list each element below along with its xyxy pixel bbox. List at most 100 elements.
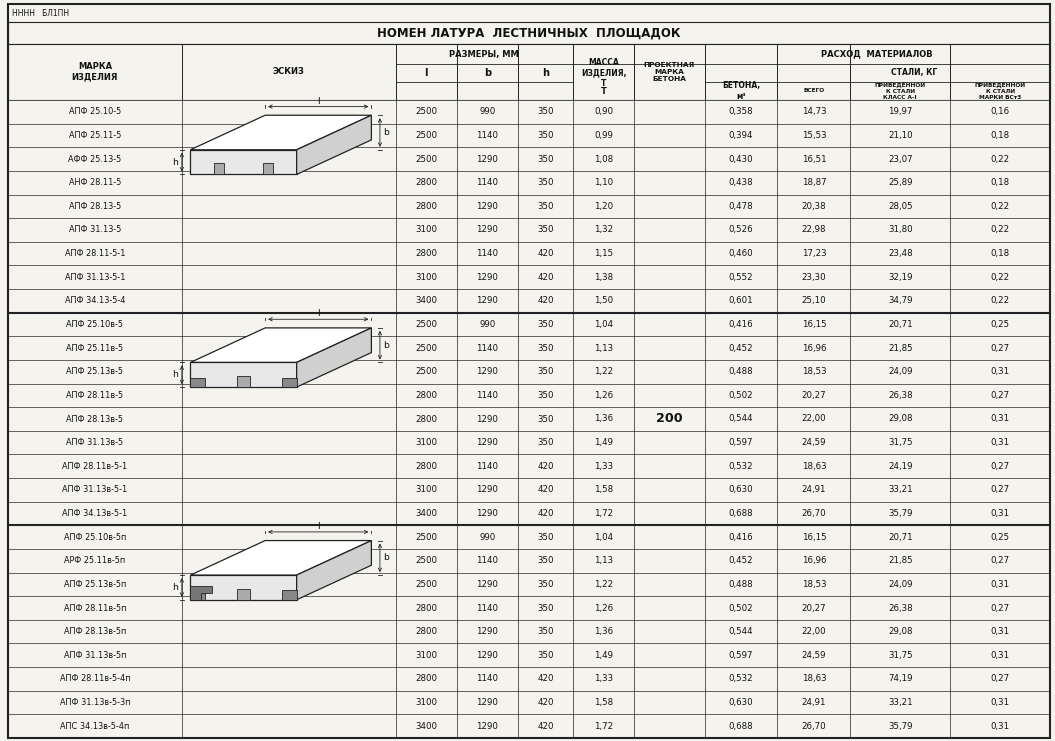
Text: 33,21: 33,21 — [888, 698, 913, 707]
Polygon shape — [263, 163, 273, 174]
Text: 0,18: 0,18 — [991, 131, 1010, 140]
Text: 0,358: 0,358 — [729, 107, 753, 116]
Text: 24,09: 24,09 — [888, 368, 913, 376]
Text: 1,04: 1,04 — [594, 320, 613, 329]
Text: 0,502: 0,502 — [729, 603, 753, 613]
Text: 1,58: 1,58 — [594, 485, 613, 494]
Text: 420: 420 — [537, 509, 554, 518]
Text: 1140: 1140 — [476, 556, 498, 565]
Bar — [8, 620, 1050, 643]
Text: 420: 420 — [537, 698, 554, 707]
Text: 350: 350 — [537, 131, 554, 140]
Text: 350: 350 — [537, 178, 554, 187]
Text: 0,27: 0,27 — [991, 556, 1010, 565]
Text: 23,48: 23,48 — [888, 249, 913, 258]
Text: 2500: 2500 — [416, 320, 437, 329]
Text: РАЗМЕРЫ, ММ: РАЗМЕРЫ, ММ — [449, 50, 519, 59]
Text: 0,688: 0,688 — [729, 509, 753, 518]
Text: 350: 350 — [537, 438, 554, 447]
Text: 16,15: 16,15 — [802, 320, 826, 329]
Bar — [8, 100, 1050, 124]
Text: 3400: 3400 — [416, 509, 437, 518]
Text: 0,430: 0,430 — [729, 155, 753, 164]
Text: 0,27: 0,27 — [991, 391, 1010, 400]
Text: 420: 420 — [537, 462, 554, 471]
Text: ПРИВЕДЁННОЙ
К СТАЛИ
МАРКИ ВСт3: ПРИВЕДЁННОЙ К СТАЛИ МАРКИ ВСт3 — [975, 82, 1025, 100]
Text: АПФ 31.13в-5п: АПФ 31.13в-5п — [63, 651, 127, 659]
Text: АПФ 31.13в-5: АПФ 31.13в-5 — [66, 438, 123, 447]
Text: 35,79: 35,79 — [888, 509, 913, 518]
Text: АПФ 28.13в-5: АПФ 28.13в-5 — [66, 414, 123, 424]
Text: 350: 350 — [537, 391, 554, 400]
Text: 420: 420 — [537, 722, 554, 731]
Text: АПФ 28.11в-5-4п: АПФ 28.11в-5-4п — [60, 674, 130, 683]
Text: 2500: 2500 — [416, 556, 437, 565]
Text: 1140: 1140 — [476, 344, 498, 353]
Text: 2800: 2800 — [416, 414, 437, 424]
Text: 20,27: 20,27 — [802, 391, 826, 400]
Bar — [8, 195, 1050, 218]
Text: ПРОЕКТНАЯ
МАРКА
БЕТОНА: ПРОЕКТНАЯ МАРКА БЕТОНА — [644, 62, 695, 82]
Polygon shape — [237, 588, 250, 599]
Bar — [8, 667, 1050, 691]
Bar — [8, 4, 1050, 22]
Bar — [8, 313, 1050, 336]
Text: 350: 350 — [537, 627, 554, 637]
Text: 34,79: 34,79 — [888, 296, 913, 305]
Text: 0,630: 0,630 — [729, 485, 753, 494]
Text: 1290: 1290 — [477, 438, 498, 447]
Text: 1140: 1140 — [476, 391, 498, 400]
Text: 0,478: 0,478 — [729, 202, 753, 211]
Text: 3100: 3100 — [416, 698, 437, 707]
Text: 19,97: 19,97 — [888, 107, 913, 116]
Bar — [8, 289, 1050, 313]
Bar — [8, 549, 1050, 573]
Text: 1,36: 1,36 — [594, 414, 613, 424]
Text: b: b — [383, 554, 389, 562]
Text: 2800: 2800 — [416, 603, 437, 613]
Text: БЕТОНА,
м³: БЕТОНА, м³ — [722, 82, 760, 101]
Text: 0,452: 0,452 — [729, 344, 753, 353]
Text: 1140: 1140 — [476, 603, 498, 613]
Text: 29,08: 29,08 — [888, 414, 913, 424]
Text: 1290: 1290 — [477, 273, 498, 282]
Text: 0,630: 0,630 — [729, 698, 753, 707]
Text: 1,22: 1,22 — [594, 368, 613, 376]
Text: 350: 350 — [537, 580, 554, 589]
Text: 1,26: 1,26 — [594, 603, 613, 613]
Polygon shape — [190, 328, 371, 362]
Text: 25,10: 25,10 — [802, 296, 826, 305]
Text: РАСХОД  МАТЕРИАЛОВ: РАСХОД МАТЕРИАЛОВ — [822, 50, 933, 59]
Text: АПФ 25.11в-5: АПФ 25.11в-5 — [66, 344, 123, 353]
Bar — [8, 502, 1050, 525]
Text: 3400: 3400 — [416, 722, 437, 731]
Text: 18,53: 18,53 — [802, 368, 826, 376]
Text: 0,22: 0,22 — [991, 273, 1010, 282]
Text: 1290: 1290 — [477, 368, 498, 376]
Text: 0,460: 0,460 — [729, 249, 753, 258]
Text: АПФ 31.13в-5-3п: АПФ 31.13в-5-3п — [60, 698, 130, 707]
Text: 420: 420 — [537, 674, 554, 683]
Text: СТАЛИ, КГ: СТАЛИ, КГ — [890, 68, 937, 78]
Text: 1290: 1290 — [477, 698, 498, 707]
Text: 33,21: 33,21 — [888, 485, 913, 494]
Bar — [8, 573, 1050, 597]
Text: АРФ 25.11в-5п: АРФ 25.11в-5п — [64, 556, 126, 565]
Bar — [8, 44, 1050, 100]
Polygon shape — [190, 150, 296, 174]
Text: 1,33: 1,33 — [594, 462, 613, 471]
Bar — [8, 336, 1050, 360]
Text: 0,99: 0,99 — [594, 131, 613, 140]
Text: 26,70: 26,70 — [802, 722, 826, 731]
Text: 350: 350 — [537, 603, 554, 613]
Bar — [8, 147, 1050, 171]
Text: 0,25: 0,25 — [991, 533, 1010, 542]
Text: 350: 350 — [537, 651, 554, 659]
Text: 1140: 1140 — [476, 249, 498, 258]
Text: 16,51: 16,51 — [802, 155, 826, 164]
Text: 2800: 2800 — [416, 178, 437, 187]
Text: 20,27: 20,27 — [802, 603, 826, 613]
Text: АПФ 28.11в-5п: АПФ 28.11в-5п — [63, 603, 127, 613]
Text: 1,10: 1,10 — [594, 178, 613, 187]
Text: l: l — [316, 522, 320, 531]
